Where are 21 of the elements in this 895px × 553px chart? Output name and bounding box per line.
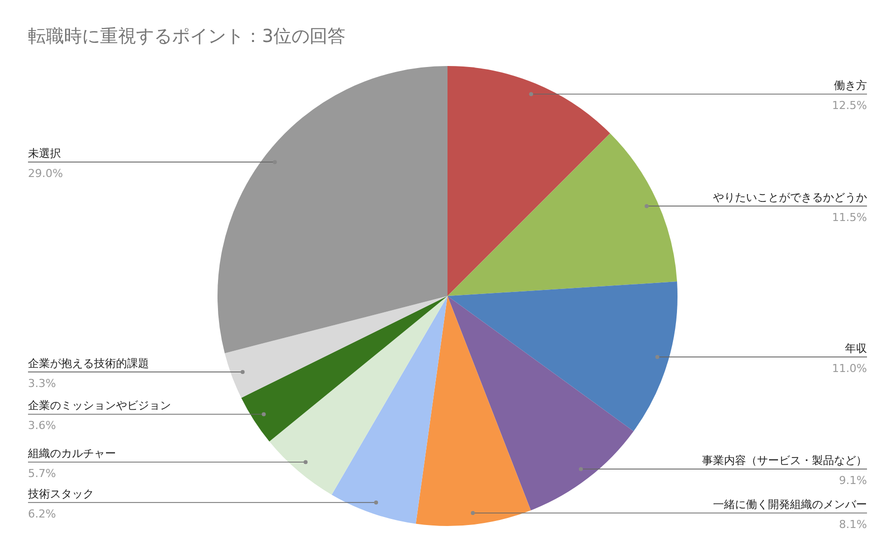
data-label: 5.7%: [28, 467, 56, 480]
slice-label: 企業が抱える技術的課題: [28, 356, 149, 370]
slice-label: 組織のカルチャー: [27, 447, 116, 460]
data-label: 3.6%: [28, 419, 56, 432]
data-label: 29.0%: [28, 167, 63, 180]
data-label: 11.5%: [832, 211, 867, 224]
slice-label: 技術スタック: [27, 487, 94, 500]
slice-label: 企業のミッションやビジョン: [28, 399, 171, 412]
chart-title: 転職時に重視するポイント：3位の回答: [28, 25, 346, 48]
data-label: 11.0%: [832, 362, 867, 375]
data-label: 6.2%: [28, 507, 56, 520]
data-label: 8.1%: [839, 518, 867, 532]
slice-label: 一緒に働く開発組織のメンバー: [713, 498, 867, 512]
slice-label: 事業内容（サービス・製品など）: [702, 454, 867, 468]
data-label: 9.1%: [839, 474, 867, 488]
data-label: 3.3%: [28, 376, 56, 390]
slice-label: 年収: [845, 342, 867, 355]
data-label: 12.5%: [832, 99, 867, 112]
slice-label: 未選択: [28, 147, 61, 160]
slice-label: 働き方: [834, 79, 867, 92]
slice-label: やりたいことができるかどうか: [713, 191, 867, 204]
